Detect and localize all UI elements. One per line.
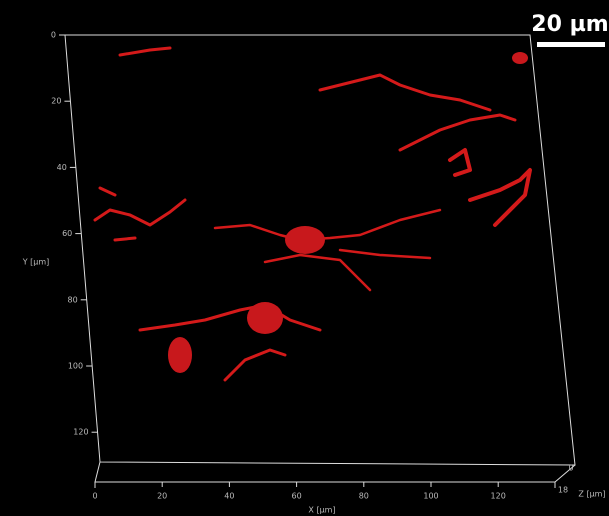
y-tick-label: 60 bbox=[62, 229, 72, 238]
z-axis-label: Z [µm] bbox=[578, 490, 605, 499]
cell-body bbox=[168, 337, 192, 373]
cell-body bbox=[247, 302, 283, 334]
x-axis-label: X [µm] bbox=[308, 506, 335, 515]
y-tick-label: 80 bbox=[68, 295, 78, 304]
microscopy-view: 20 µm Y [µm] X [µm] Z [µm] 0 20 40 60 80 100 1… bbox=[0, 0, 609, 516]
x-tick-label: 0 bbox=[92, 492, 97, 501]
scale-bar bbox=[537, 42, 605, 47]
y-tick-label: 40 bbox=[57, 163, 67, 172]
x-tick-label: 20 bbox=[157, 492, 167, 501]
x-tick-label: 60 bbox=[292, 492, 302, 501]
cell-body bbox=[285, 226, 325, 254]
y-axis-label: Y [µm] bbox=[22, 258, 50, 267]
y-tick-label: 0 bbox=[51, 31, 56, 40]
y-tick-label: 100 bbox=[68, 362, 83, 371]
background bbox=[0, 0, 609, 516]
z-tick-label: 18 bbox=[558, 486, 568, 495]
x-tick-label: 120 bbox=[491, 492, 506, 501]
z-tick-label: 0 bbox=[568, 464, 573, 473]
x-tick-label: 40 bbox=[224, 492, 234, 501]
scale-bar-label: 20 µm bbox=[531, 12, 608, 37]
x-tick-label: 100 bbox=[423, 492, 438, 501]
x-tick-label: 80 bbox=[359, 492, 369, 501]
cell-body bbox=[512, 52, 528, 64]
y-tick-label: 20 bbox=[51, 97, 61, 106]
y-tick-label: 120 bbox=[73, 428, 88, 437]
